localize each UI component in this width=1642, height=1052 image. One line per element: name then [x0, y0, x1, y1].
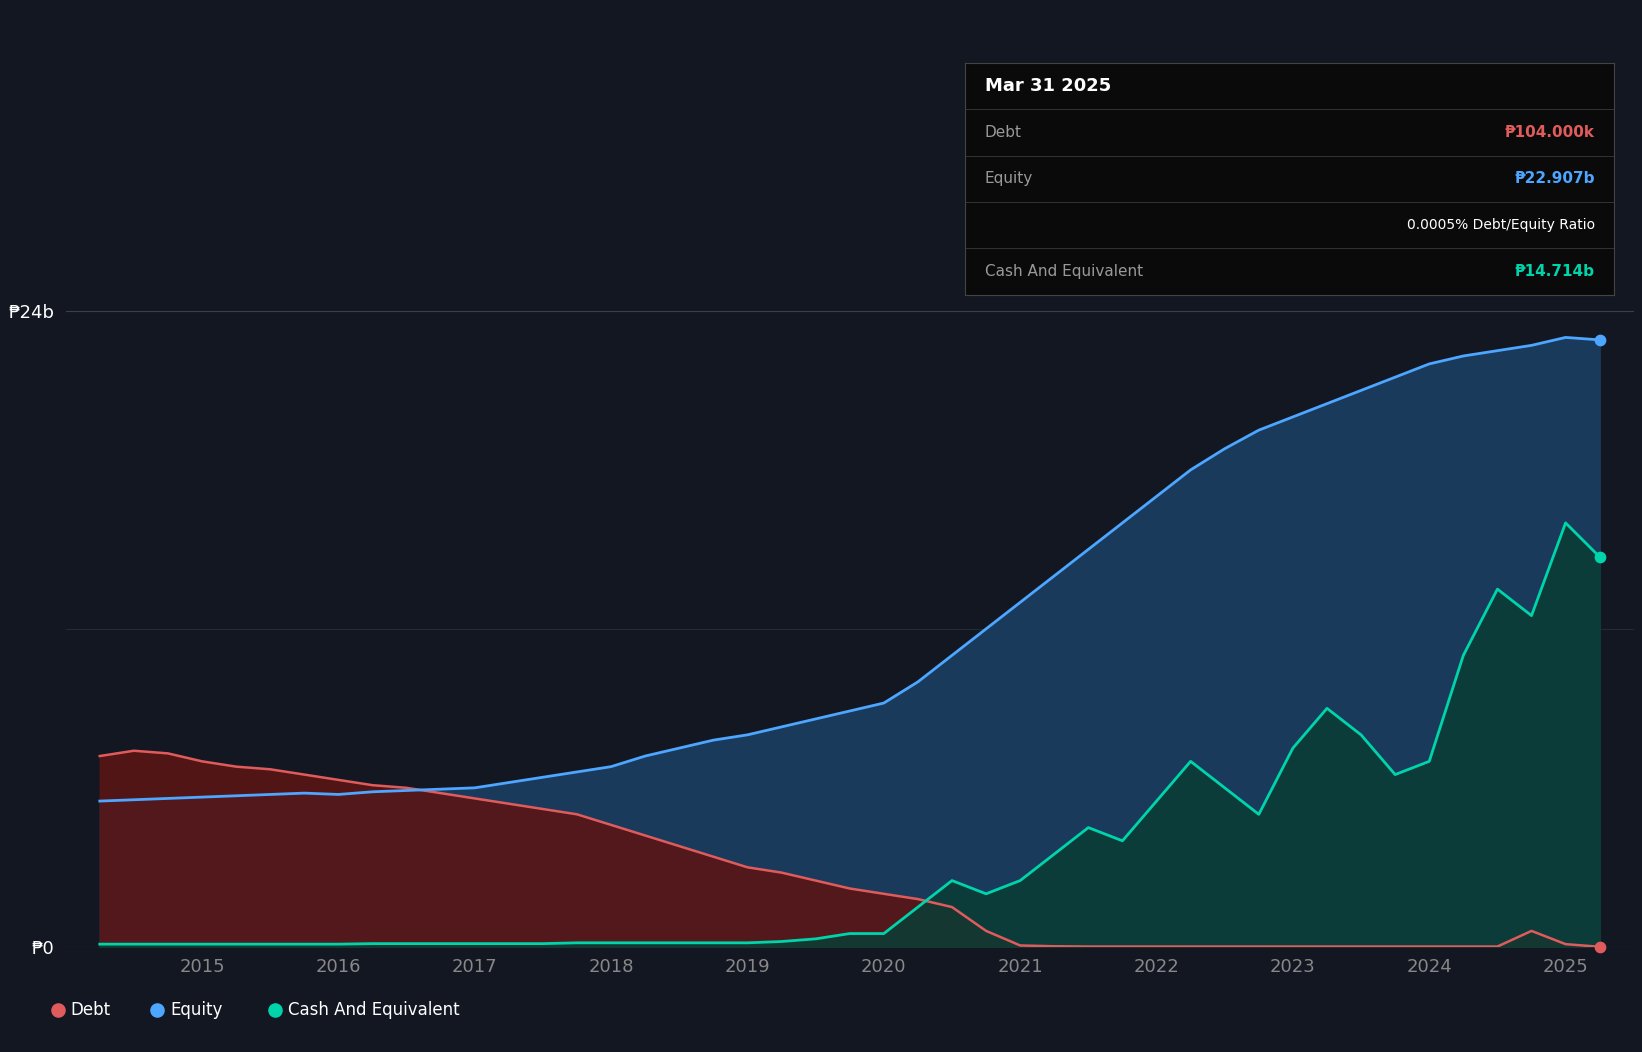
Text: Mar 31 2025: Mar 31 2025 — [985, 77, 1112, 96]
Point — [44, 1002, 71, 1018]
Point — [1586, 331, 1612, 348]
Point — [1586, 938, 1612, 955]
Text: Equity: Equity — [985, 171, 1033, 186]
Point — [261, 1002, 287, 1018]
Point — [1586, 548, 1612, 565]
Text: Equity: Equity — [171, 1000, 222, 1019]
Text: 0.0005% Debt/Equity Ratio: 0.0005% Debt/Equity Ratio — [1407, 218, 1594, 232]
Text: Cash And Equivalent: Cash And Equivalent — [985, 264, 1143, 279]
Text: Debt: Debt — [71, 1000, 112, 1019]
Point — [144, 1002, 171, 1018]
Text: Cash And Equivalent: Cash And Equivalent — [287, 1000, 460, 1019]
Text: ₱22.907b: ₱22.907b — [1514, 171, 1594, 186]
Text: ₱104.000k: ₱104.000k — [1504, 125, 1594, 140]
Text: Debt: Debt — [985, 125, 1021, 140]
Text: ₱14.714b: ₱14.714b — [1514, 264, 1594, 279]
